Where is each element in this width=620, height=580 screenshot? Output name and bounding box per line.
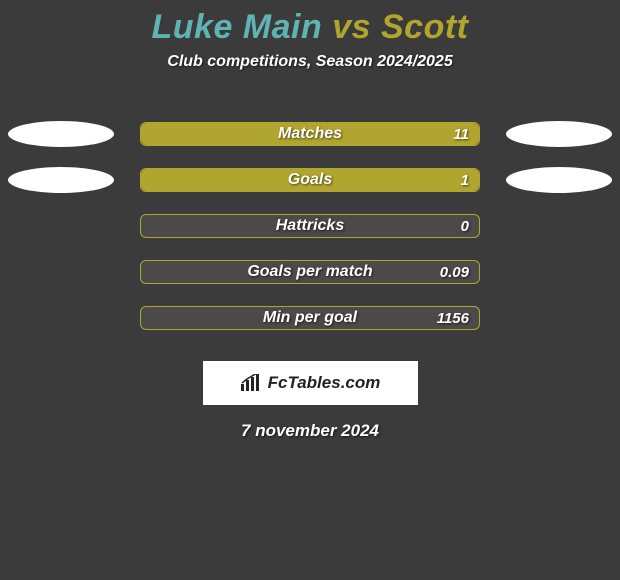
stat-value-player2: 0.09 bbox=[440, 261, 469, 283]
stat-bar: Goals per match0.09 bbox=[140, 260, 480, 284]
stat-bar: Matches11 bbox=[140, 122, 480, 146]
bar-fill-player2 bbox=[141, 123, 479, 145]
stat-value-player2: 0 bbox=[461, 215, 469, 237]
player2-name: Scott bbox=[381, 8, 469, 46]
logo-text: FcTables.com bbox=[268, 373, 381, 393]
stat-row: Goals per match0.09 bbox=[0, 249, 620, 295]
stat-row: Min per goal1156 bbox=[0, 295, 620, 341]
ellipse-left bbox=[8, 167, 114, 193]
stat-row: Matches11 bbox=[0, 111, 620, 157]
stat-bar: Hattricks0 bbox=[140, 214, 480, 238]
stat-row: Goals1 bbox=[0, 157, 620, 203]
ellipse-right bbox=[506, 121, 612, 147]
stat-value-player2: 1156 bbox=[437, 307, 469, 329]
bar-fill-player2 bbox=[141, 169, 479, 191]
vs-text: vs bbox=[332, 8, 371, 46]
player1-name: Luke Main bbox=[152, 8, 323, 46]
logo-chart-icon bbox=[240, 374, 262, 392]
comparison-title: Luke Main vs Scott bbox=[0, 0, 620, 47]
stat-label: Goals per match bbox=[141, 261, 479, 283]
stat-row: Hattricks0 bbox=[0, 203, 620, 249]
subtitle: Club competitions, Season 2024/2025 bbox=[0, 53, 620, 71]
stats-rows: Matches11 Goals1 Hattricks0 Goals per match… bbox=[0, 111, 620, 341]
stat-bar: Min per goal1156 bbox=[140, 306, 480, 330]
stat-label: Min per goal bbox=[141, 307, 479, 329]
ellipse-left bbox=[8, 121, 114, 147]
ellipse-right bbox=[506, 167, 612, 193]
stat-label: Hattricks bbox=[141, 215, 479, 237]
date-text: 7 november 2024 bbox=[0, 421, 620, 441]
logo-box[interactable]: FcTables.com bbox=[203, 361, 418, 405]
stat-bar: Goals1 bbox=[140, 168, 480, 192]
